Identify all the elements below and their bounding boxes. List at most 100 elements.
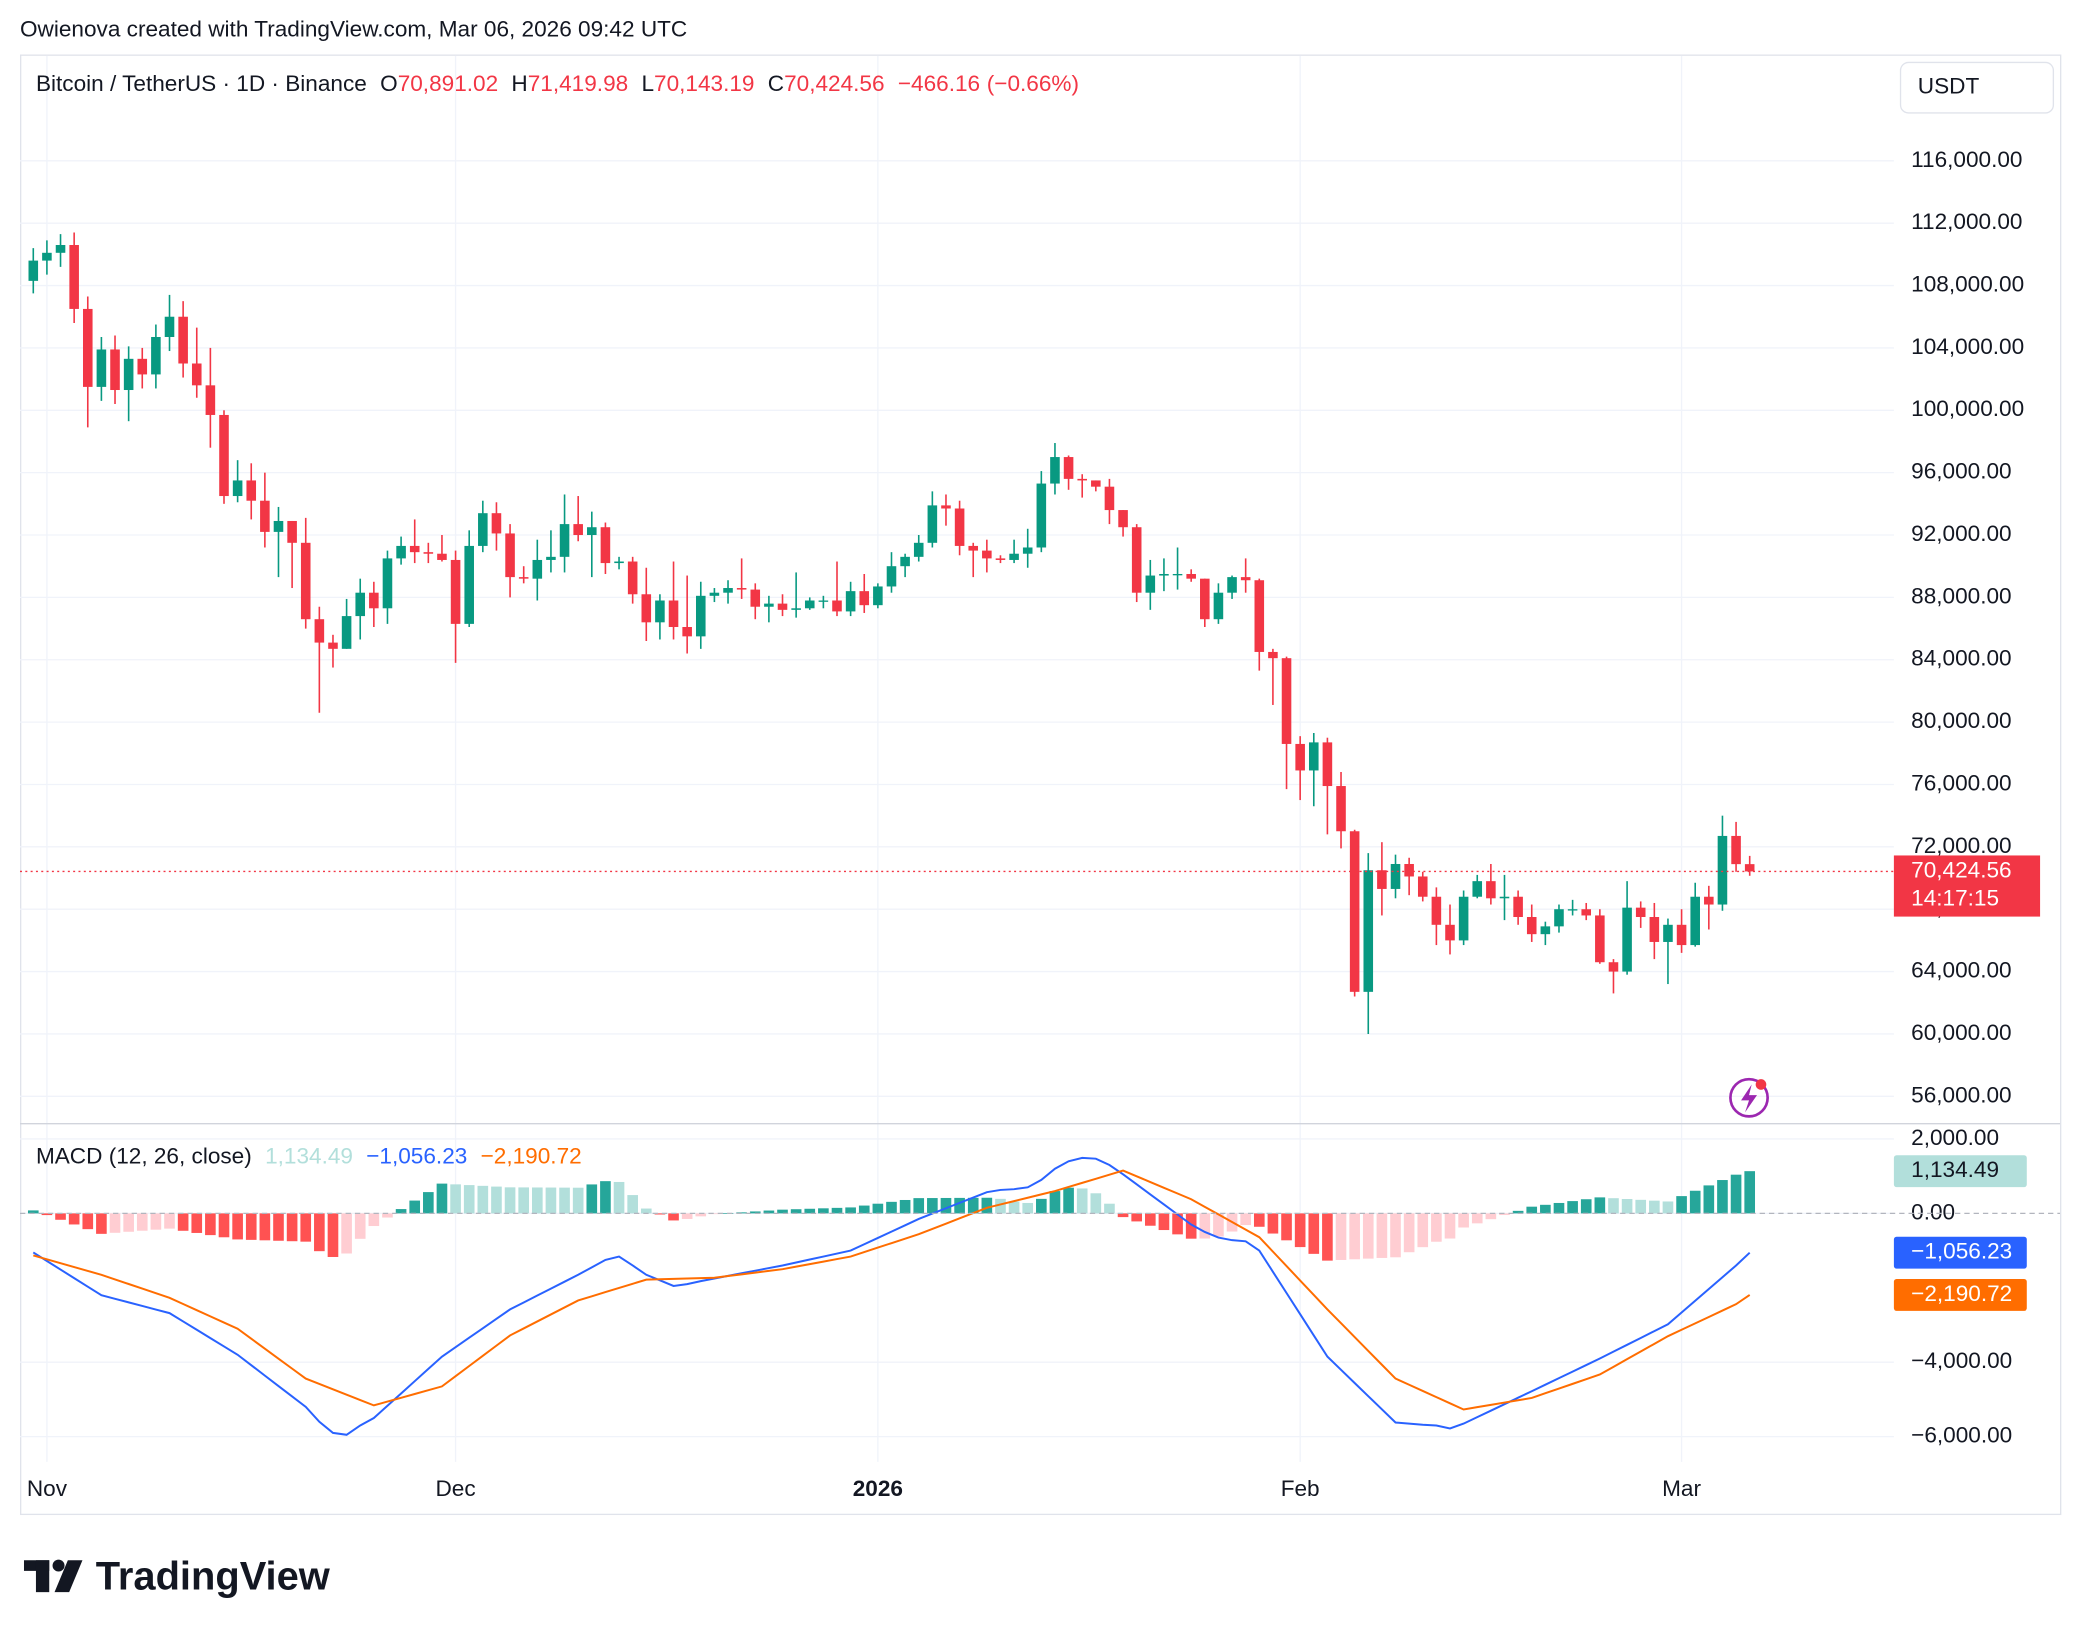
- histogram-bar: [886, 1201, 897, 1214]
- candle-body: [69, 245, 79, 309]
- candle-body: [1186, 573, 1196, 579]
- alert-icon[interactable]: [1729, 1077, 1769, 1118]
- currency-button[interactable]: [1899, 61, 2055, 114]
- candle-body: [954, 508, 965, 546]
- candle-body: [695, 595, 706, 637]
- histogram-bar: [82, 1213, 94, 1230]
- candle-body: [1322, 742, 1333, 787]
- candle-body: [1581, 909, 1592, 916]
- histogram-bar: [777, 1209, 788, 1214]
- y-tick-label: 0.00: [1911, 1199, 1955, 1224]
- candle-body: [518, 577, 529, 579]
- y-tick-label: 92,000.00: [1911, 521, 2011, 546]
- histogram-bar: [1649, 1200, 1660, 1214]
- histogram-bar: [1349, 1213, 1360, 1260]
- candle-body: [28, 260, 39, 281]
- candle-body: [1268, 651, 1278, 659]
- histogram-bar: [1458, 1213, 1469, 1228]
- candle-body: [1608, 962, 1619, 972]
- value-box-label: −1,056.23: [1911, 1239, 2012, 1264]
- macd-legend-value: −1,056.23: [366, 1144, 467, 1169]
- histogram-bar: [749, 1211, 761, 1214]
- candle-body: [1050, 457, 1060, 484]
- candle-body: [396, 545, 406, 559]
- histogram-bar: [913, 1198, 925, 1214]
- y-tick-label: 104,000.00: [1911, 334, 2024, 359]
- candle-body: [164, 316, 175, 337]
- candle-body: [1200, 578, 1210, 620]
- histogram-bar: [518, 1187, 530, 1214]
- candle-body: [205, 385, 216, 415]
- histogram-bar: [232, 1213, 243, 1240]
- candle-body: [1281, 658, 1292, 744]
- change: −466.16: [898, 71, 980, 96]
- histogram-bar: [545, 1187, 557, 1214]
- candle-body: [859, 591, 870, 606]
- candle-body: [1635, 907, 1646, 918]
- candle-body: [1390, 863, 1401, 889]
- candle-body: [982, 550, 992, 559]
- candle-body: [1731, 835, 1741, 865]
- y-tick-label: −4,000.00: [1911, 1348, 2012, 1373]
- candle-body: [995, 558, 1006, 560]
- alert-ring[interactable]: [1729, 1077, 1769, 1118]
- histogram-bar: [681, 1213, 693, 1219]
- candle-body: [464, 545, 474, 624]
- candle-body: [1063, 457, 1074, 479]
- candle-body: [341, 616, 352, 649]
- candle-body: [791, 608, 801, 610]
- candle-body: [832, 600, 842, 612]
- histogram-bar: [559, 1187, 570, 1214]
- histogram-bar: [423, 1192, 434, 1214]
- candle-body: [191, 363, 202, 386]
- histogram-bar: [273, 1213, 284, 1241]
- candle-body: [82, 308, 93, 387]
- candle-body: [532, 559, 543, 579]
- value-box-label: 1,134.49: [1911, 1157, 1999, 1182]
- credit: Owienova created with TradingView.com, M…: [20, 17, 687, 42]
- candle-body: [1499, 896, 1510, 899]
- histogram-bar: [1676, 1196, 1687, 1214]
- histogram-bar: [491, 1186, 502, 1214]
- alert-bolt[interactable]: [1741, 1084, 1758, 1113]
- alert-dot[interactable]: [1755, 1079, 1767, 1090]
- candle-body: [559, 524, 570, 557]
- ohlc-value: 70,424.56: [784, 71, 884, 96]
- histogram-bar: [1499, 1213, 1510, 1216]
- candle-body: [1663, 924, 1673, 942]
- candle-body: [409, 545, 420, 553]
- candle-body: [818, 600, 829, 602]
- histogram-bar: [1185, 1213, 1197, 1239]
- candle-body: [137, 358, 148, 375]
- ohlc-value: 71,419.98: [528, 71, 628, 96]
- candle-body: [96, 349, 107, 387]
- macd-legend: MACD (12, 26, close) 1,134.49 −1,056.23 −2,…: [36, 1144, 582, 1169]
- histogram-bar: [1635, 1199, 1647, 1214]
- histogram-bar: [136, 1213, 148, 1231]
- candle-body: [804, 600, 815, 609]
- histogram-bar: [191, 1213, 203, 1233]
- histogram-bar: [1362, 1213, 1374, 1259]
- candle-body: [1676, 924, 1687, 946]
- candle-body: [1744, 864, 1755, 872]
- candle-body: [1554, 909, 1564, 927]
- ohlc-value: 70,143.19: [654, 71, 754, 96]
- candle-body: [151, 336, 161, 375]
- histogram-bar: [68, 1213, 80, 1225]
- candle-body: [1404, 863, 1414, 877]
- histogram-bar: [1131, 1213, 1143, 1222]
- candle-body: [1349, 831, 1360, 992]
- last-price-label: 70,424.56: [1911, 857, 2011, 882]
- candle-body: [1567, 909, 1578, 911]
- currency[interactable]: USDT: [1918, 74, 1980, 99]
- candle-body: [1295, 743, 1305, 771]
- ohlc-key: C: [768, 71, 784, 96]
- histogram-bar: [1117, 1213, 1129, 1218]
- histogram-bar: [981, 1197, 993, 1214]
- histogram-bar: [368, 1213, 380, 1227]
- candle-body: [287, 520, 297, 543]
- candle-body: [273, 520, 284, 532]
- histogram-bar: [872, 1203, 884, 1214]
- candle-body: [845, 591, 856, 612]
